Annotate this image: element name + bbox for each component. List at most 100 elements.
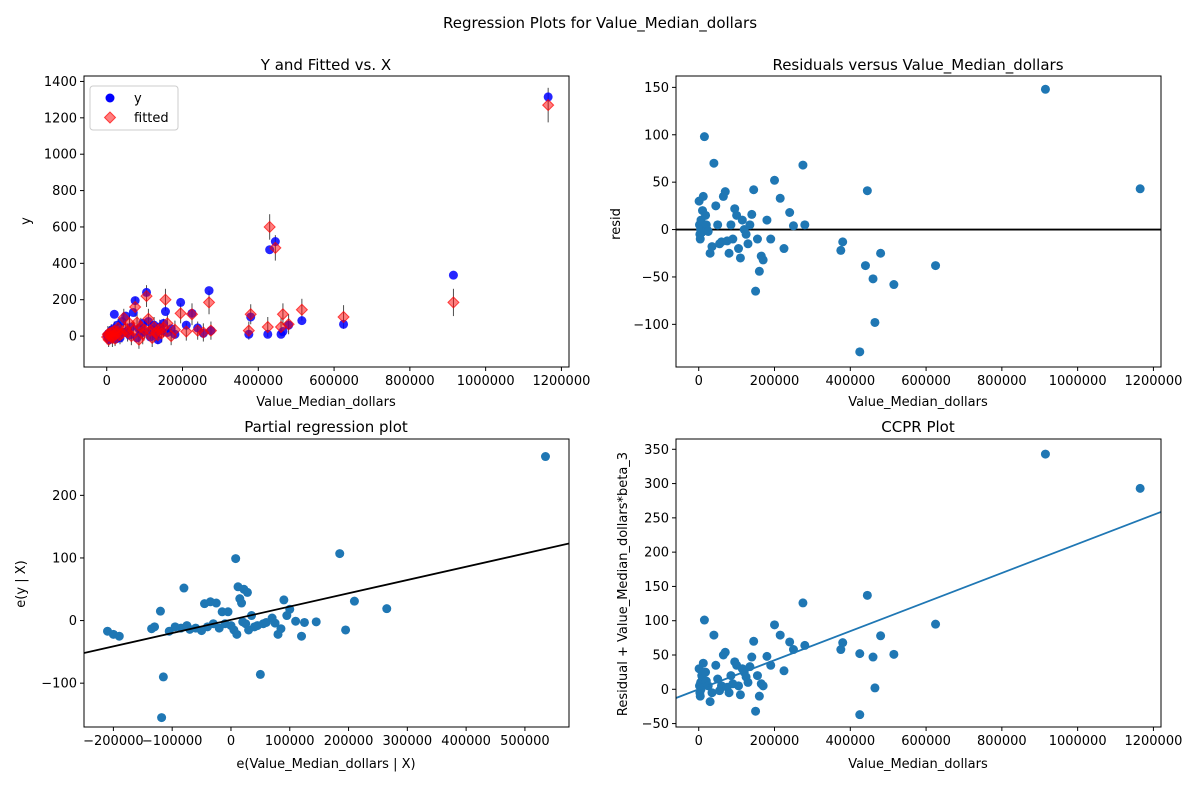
data-point (242, 587, 252, 597)
data-point (745, 220, 755, 230)
data-point (775, 630, 785, 640)
x-tick-label: 1000000 (1049, 374, 1107, 389)
y-tick-label: 0 (69, 330, 77, 345)
fitted-point (202, 296, 216, 309)
data-point (726, 220, 736, 230)
y-tick-label: 1000 (44, 148, 77, 163)
fitted-point (263, 220, 276, 234)
fitted-point (168, 323, 182, 336)
x-tick-label: 1000000 (1049, 734, 1107, 749)
data-point (735, 690, 745, 700)
data-point (150, 622, 160, 632)
data-point (749, 636, 759, 646)
x-tick-label: 600000 (901, 734, 951, 749)
y-tick-label: −100 (41, 677, 77, 692)
data-point (741, 229, 751, 239)
data-point (698, 191, 708, 201)
data-point (762, 215, 772, 225)
x-tick-label: 0 (695, 374, 703, 389)
data-point (705, 697, 715, 707)
y-axis-label: resid (609, 208, 624, 240)
x-tick-label: 0 (103, 374, 111, 389)
fitted-point (174, 307, 187, 320)
y-point (448, 270, 458, 280)
y-tick-label: 200 (644, 546, 669, 561)
data-point (311, 617, 321, 627)
x-tick-label: 1200000 (532, 374, 590, 389)
data-point (876, 631, 886, 641)
data-point (114, 631, 124, 641)
data-point (711, 660, 721, 670)
data-point (838, 638, 848, 648)
data-point (785, 637, 795, 647)
data-point (770, 620, 780, 630)
data-point (931, 619, 941, 629)
data-point (701, 210, 711, 220)
x-tick-label: −200000 (83, 734, 144, 749)
fitted-point (244, 308, 257, 321)
data-point (734, 244, 744, 254)
data-point (276, 624, 286, 634)
fitted-point (242, 324, 256, 337)
plot-area (100, 87, 555, 349)
data-point (711, 201, 721, 211)
data-point (758, 255, 768, 265)
data-point (743, 239, 753, 249)
data-point (862, 186, 872, 196)
data-point (747, 652, 757, 662)
data-point (788, 221, 798, 231)
y-axis-label: Residual + Value_Median_dollars*beta_3 (616, 452, 631, 716)
y-axis-label: e(y | X) (14, 560, 29, 607)
data-point (720, 187, 730, 197)
x-tick-label: 200000 (158, 374, 208, 389)
data-point (870, 317, 880, 327)
fitted-point (140, 289, 153, 303)
data-point (752, 234, 762, 244)
y-point (339, 319, 349, 329)
figure-title: Regression Plots for Value_Median_dollar… (443, 14, 757, 33)
fitted-point (180, 325, 193, 338)
y-tick-label: 0 (69, 614, 77, 629)
y-tick-label: −100 (633, 318, 669, 333)
data-point (223, 607, 233, 617)
fitted-point (142, 312, 155, 326)
data-point (1135, 483, 1145, 493)
y-tick-label: 150 (644, 580, 669, 595)
x-tick-label: 1200000 (1124, 734, 1182, 749)
y-tick-label: 200 (52, 293, 77, 308)
data-point (889, 280, 899, 290)
x-tick-label: 600000 (309, 374, 359, 389)
fitted-point (276, 308, 290, 321)
data-point (699, 132, 709, 142)
data-point (701, 667, 711, 677)
data-point (762, 651, 772, 661)
data-point (798, 160, 808, 170)
x-tick-label: 800000 (977, 374, 1027, 389)
data-point (860, 261, 870, 271)
data-point (754, 266, 764, 276)
legend-label-fitted: fitted (134, 111, 169, 126)
legend-label-y: y (134, 92, 142, 107)
fitted-point (261, 320, 274, 334)
y-tick-label: 0 (661, 683, 669, 698)
fitted-point (337, 310, 350, 324)
data-point (237, 598, 247, 608)
data-point (703, 226, 713, 236)
chart-title: Residuals versus Value_Median_dollars (772, 56, 1063, 75)
y-tick-label: 250 (644, 511, 669, 526)
data-point (743, 677, 753, 687)
plot-area (84, 452, 569, 723)
y-tick-label: 350 (644, 443, 669, 458)
data-point (231, 554, 241, 564)
data-point (749, 185, 759, 195)
data-point (798, 598, 808, 608)
x-tick-label: 1200000 (1124, 374, 1182, 389)
data-point (698, 658, 708, 668)
data-point (752, 671, 762, 681)
data-point (855, 710, 865, 720)
data-point (299, 617, 309, 627)
x-tick-label: 1000000 (457, 374, 515, 389)
fitted-point (447, 296, 460, 309)
x-tick-label: 0 (227, 734, 235, 749)
axes-frame (83, 75, 570, 368)
